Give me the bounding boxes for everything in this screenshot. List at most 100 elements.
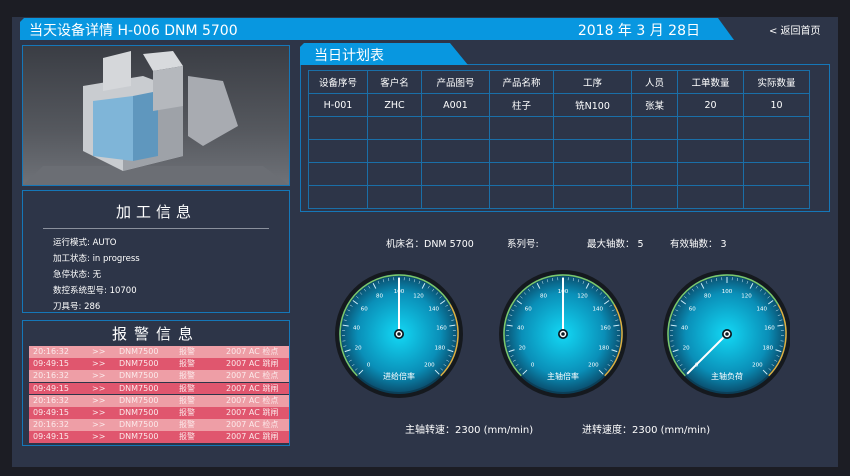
gauge-tick-label: 0 xyxy=(531,362,535,368)
gauge-tick xyxy=(546,279,549,283)
alarm-row[interactable]: 09:49:15 >> DNM7500 报警 2007 AC 跳闸 xyxy=(29,407,289,419)
table-row[interactable] xyxy=(308,185,810,209)
plan-tab[interactable]: 当日计划表 xyxy=(300,43,468,65)
gauge-tick xyxy=(671,319,675,321)
gauge-tick xyxy=(356,296,359,299)
gauge-tick-label: 20 xyxy=(683,345,690,351)
table-cell xyxy=(631,139,678,163)
gauge-tick-label: 200 xyxy=(588,362,599,368)
gauge-tick xyxy=(700,282,705,289)
alarm-cell: 20:16:32 xyxy=(33,420,69,430)
table-cell: 柱子 xyxy=(489,93,554,117)
machining-info-panel: 加工信息 运行模式: AUTO 加工状态: in progress 急停状态: … xyxy=(22,190,290,313)
alarm-cell: 09:49:15 xyxy=(33,408,69,417)
gauge-tick xyxy=(736,277,738,282)
gauge-tick xyxy=(443,364,447,367)
table-cell xyxy=(489,116,554,140)
gauge-tick xyxy=(536,282,541,289)
gauge-tick xyxy=(447,349,454,353)
gauge-tick xyxy=(388,277,390,282)
alarm-row[interactable]: 09:49:15 >> DNM7500 报警 2007 AC 跳闸 xyxy=(29,382,289,395)
alarm-cell: 2007 AC 检点 xyxy=(226,371,279,381)
alarm-row[interactable]: 20:16:32 >> DNM7500 报警 2007 AC 检点 xyxy=(29,346,289,358)
gauge-tick xyxy=(439,300,446,305)
alarm-row[interactable]: 20:16:32 >> DNM7500 报警 2007 AC 检点 xyxy=(29,419,289,431)
gauge-tick xyxy=(615,319,619,321)
gauge-tick xyxy=(508,349,515,353)
gauge-arc xyxy=(503,274,615,377)
gauge-tick xyxy=(777,314,781,316)
alarm-row[interactable]: 09:49:15 >> DNM7500 报警 2007 AC 跳闸 xyxy=(29,431,289,444)
gauge-tick xyxy=(515,364,519,367)
gauge-tick xyxy=(510,355,514,357)
plan-title: 当日计划表 xyxy=(314,48,384,64)
gauge-tick xyxy=(615,345,619,347)
alarm-cell: 2007 AC 跳闸 xyxy=(226,383,279,393)
alarm-cell: >> xyxy=(92,432,106,442)
gauge-tick-label: 0 xyxy=(367,362,371,368)
alarm-cell: 2007 AC 检点 xyxy=(226,395,279,405)
gauge-tick xyxy=(435,292,439,295)
gauge-tick xyxy=(603,296,606,299)
gauge-tick xyxy=(582,280,585,284)
table-cell xyxy=(553,185,632,209)
gauge-tick xyxy=(603,300,610,305)
spindle-speed: 主轴转速：2300 (mm/min) xyxy=(405,425,534,436)
max-axes: 最大轴数： 5 xyxy=(587,239,644,250)
table-cell xyxy=(308,185,368,209)
gauge-tick-label: 80 xyxy=(540,294,547,300)
gauge-tick xyxy=(612,355,616,357)
gauge-tick xyxy=(352,300,359,305)
alarm-row[interactable]: 09:49:15 >> DNM7500 报警 2007 AC 跳闸 xyxy=(29,358,289,370)
gauge-tick xyxy=(552,277,554,282)
table-row[interactable] xyxy=(308,139,810,163)
table-cell xyxy=(421,185,490,209)
gauge-tick xyxy=(675,309,679,312)
divider xyxy=(43,228,269,229)
gauge-label: 主轴负荷 xyxy=(711,371,743,381)
gauge-tick-label: 160 xyxy=(436,325,447,331)
gauge-tick xyxy=(372,282,377,289)
gauge-tick xyxy=(611,349,618,353)
gauge-tick xyxy=(779,319,783,321)
gauge-tick xyxy=(768,368,772,371)
table-cell: A001 xyxy=(421,93,490,117)
gauge-tick xyxy=(676,359,680,362)
gauge-tick-label: 40 xyxy=(681,325,688,331)
alarm-cell: 报警 xyxy=(179,359,195,369)
gauge-tick xyxy=(682,368,686,371)
back-home-link[interactable]: < 返回首页 xyxy=(769,26,821,37)
gauge-tick xyxy=(613,314,617,316)
alarm-cell: 2007 AC 检点 xyxy=(226,347,279,356)
gauge-tick xyxy=(523,292,527,295)
alarm-row[interactable]: 20:16:32 >> DNM7500 报警 2007 AC 检点 xyxy=(29,370,289,383)
gauge-tick xyxy=(672,349,679,353)
gauge-tick xyxy=(516,300,523,305)
table-cell xyxy=(367,139,422,163)
table-cell: 20 xyxy=(677,93,744,117)
gauge-tick-label: 200 xyxy=(752,362,763,368)
gauge-tick xyxy=(413,279,416,283)
gauge-tick xyxy=(598,369,604,375)
table-row[interactable]: H-001 ZHC A001 柱子 铣N100 张某 20 10 xyxy=(308,93,810,117)
gauge-tick xyxy=(673,314,677,316)
gauge-tick xyxy=(774,359,778,362)
alarm-cell: 报警 xyxy=(179,432,195,442)
table-row[interactable] xyxy=(308,162,810,186)
gauge-tick-label: 140 xyxy=(429,307,440,313)
alarm-cell: 20:16:32 xyxy=(33,395,69,405)
alarm-title: 报警信息 xyxy=(111,325,200,343)
column-header: 产品名称 xyxy=(489,70,554,94)
table-cell xyxy=(553,139,632,163)
alarm-row[interactable]: 20:16:32 >> DNM7500 报警 2007 AC 检点 xyxy=(29,394,289,407)
table-cell xyxy=(367,185,422,209)
table-row[interactable] xyxy=(308,116,810,140)
table-cell: 张某 xyxy=(631,93,678,117)
gauge-tick xyxy=(775,349,782,353)
plan-table: 设备序号 客户名 产品图号 产品名称 工序 人员 工单数量 实际数量 H-001 ZHC A001 柱… xyxy=(308,70,810,209)
gauge-tick-label: 180 xyxy=(763,345,774,351)
alarm-cell: DNM7500 xyxy=(119,408,159,417)
alarm-cell: 09:49:15 xyxy=(33,383,69,393)
table-cell xyxy=(421,139,490,163)
gauge-tick xyxy=(611,309,615,312)
